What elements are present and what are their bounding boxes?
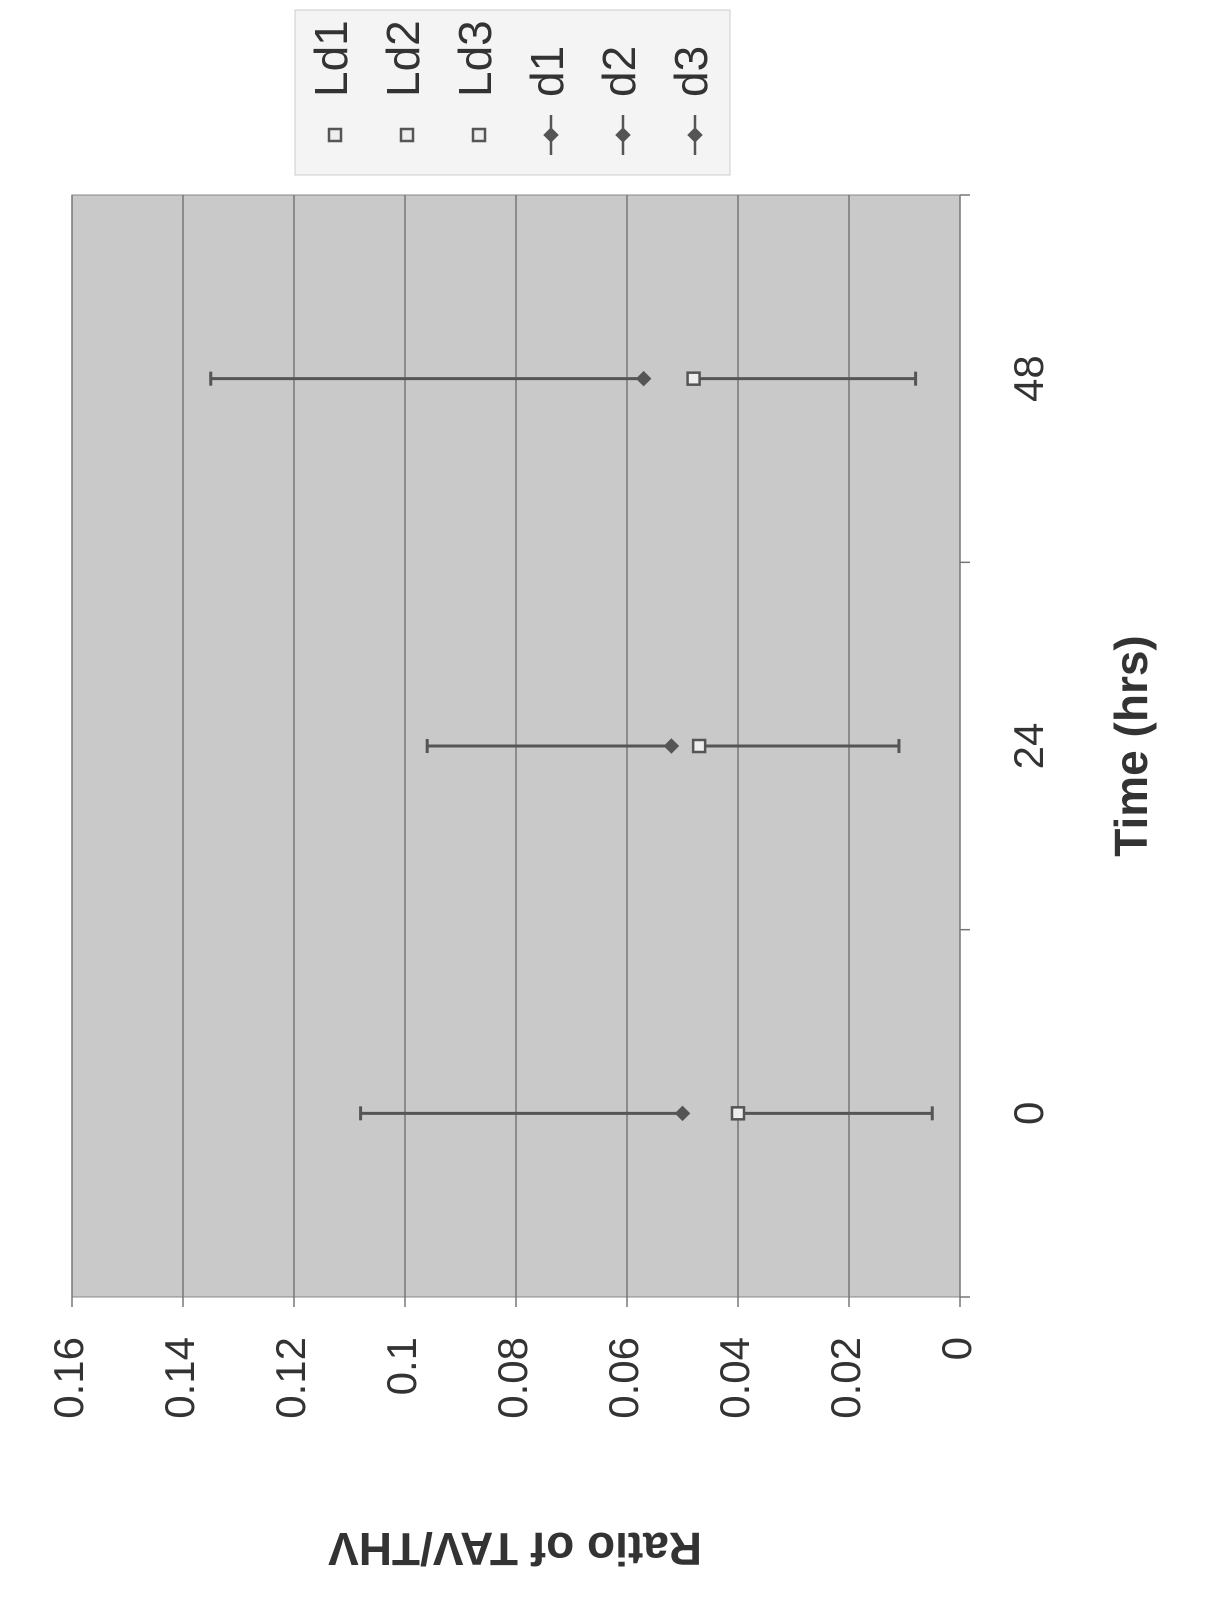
y-tick-label: 0.06 bbox=[600, 1337, 647, 1419]
y-axis-title: Ratio of TAV/THV bbox=[328, 1523, 702, 1575]
legend-label: Ld1 bbox=[305, 20, 357, 97]
legend-label: Ld3 bbox=[449, 20, 501, 97]
legend-label: d2 bbox=[593, 46, 645, 97]
y-tick-label: 0.1 bbox=[378, 1337, 425, 1395]
data-point bbox=[730, 1106, 746, 1121]
y-tick-label: 0.14 bbox=[156, 1337, 203, 1419]
legend-marker bbox=[471, 127, 487, 143]
data-point bbox=[686, 371, 701, 386]
data-point bbox=[674, 1105, 691, 1122]
data-point bbox=[663, 738, 680, 754]
legend-marker bbox=[543, 127, 559, 143]
x-tick-label: 0 bbox=[1005, 1102, 1052, 1125]
y-tick-label: 0.16 bbox=[45, 1337, 92, 1419]
legend-marker bbox=[327, 127, 343, 143]
y-tick-label: 0 bbox=[933, 1337, 980, 1360]
y-tick-label: 0.08 bbox=[489, 1337, 536, 1419]
data-point bbox=[691, 738, 707, 754]
legend-label: d1 bbox=[521, 46, 573, 97]
y-tick-label: 0.04 bbox=[711, 1337, 758, 1419]
rotated-chart: Time (hrs) Ratio of TAV/THV 0 0.02 0.04 0.0… bbox=[45, 9, 1157, 1575]
legend-marker bbox=[399, 127, 415, 143]
legend-label: Ld2 bbox=[377, 20, 429, 97]
y-tick-label: 0.12 bbox=[267, 1337, 314, 1419]
legend-label: d3 bbox=[665, 46, 717, 97]
x-tick-label: 24 bbox=[1005, 723, 1052, 770]
data-point bbox=[635, 370, 652, 387]
x-tick-label: 48 bbox=[1005, 355, 1052, 402]
legend-marker bbox=[687, 127, 703, 143]
y-tick-label: 0.02 bbox=[822, 1337, 869, 1419]
legend-marker bbox=[615, 127, 631, 143]
x-axis-title: Time (hrs) bbox=[1105, 635, 1157, 857]
